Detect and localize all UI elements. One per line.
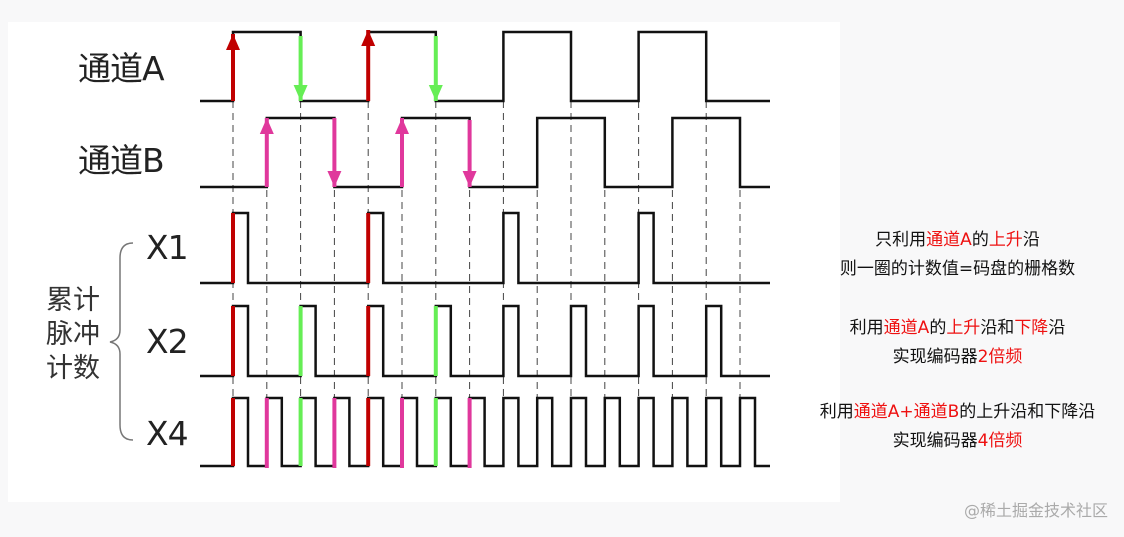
rise-arrow-b-head (395, 118, 409, 134)
fall-arrow-b-head (462, 171, 477, 187)
fall-arrow-a-head (428, 85, 443, 101)
annotation-text: 沿 (1022, 230, 1040, 250)
x2-wave (200, 304, 770, 378)
fall-arrow-a-head (293, 85, 308, 101)
watermark: @稀土掘金技术社区 (963, 501, 1108, 520)
label-channel-a: 通道A (78, 49, 165, 88)
annotation-text: 利用 (849, 318, 884, 338)
annotation-3: 利用通道A+通道B的上升沿和下降沿 实现编码器4倍频 (785, 398, 1124, 456)
x1-wave (200, 211, 770, 285)
annotation-line: 只利用通道A的上升沿 (785, 226, 1124, 255)
annotation-text: 通道A (926, 230, 972, 250)
annotation-line: 利用通道A+通道B的上升沿和下降沿 (785, 398, 1124, 427)
label-x4: X4 (146, 414, 189, 453)
label-pulse-count: 累计脉冲计数 (46, 285, 100, 384)
channel-a-wave (200, 30, 770, 103)
annotation-text: 4倍频 (977, 431, 1023, 451)
annotation-line: 实现编码器4倍频 (785, 427, 1124, 456)
annotation-text: 则一圈的计数值=码盘的栅格数 (839, 259, 1076, 279)
annotation-text: 实现编码器 (892, 431, 978, 451)
annotation-text: 上升 (946, 318, 981, 338)
annotation-text: 的 (929, 318, 947, 338)
annotation-text: 2倍频 (977, 347, 1023, 367)
annotation-text: 通道A+通道B (853, 402, 960, 422)
diagram-panel (8, 22, 840, 502)
annotation-line: 实现编码器2倍频 (785, 343, 1124, 372)
rise-arrow-a-head (226, 34, 240, 50)
annotation-text: 利用 (819, 402, 854, 422)
annotation-text: 通道A (883, 318, 930, 338)
fall-arrow-b-head (327, 171, 342, 187)
annotation-line: 利用通道A的上升沿和下降沿 (785, 314, 1124, 343)
rise-arrow-a-head (361, 30, 376, 46)
annotation-1: 只利用通道A的上升沿则一圈的计数值=码盘的栅格数 (785, 226, 1124, 284)
annotation-text: 沿和 (980, 318, 1015, 338)
label-x2: X2 (146, 322, 189, 361)
annotation-text: 上升 (988, 230, 1023, 250)
annotation-text: 沿 (1048, 318, 1066, 338)
channel-b-wave (200, 116, 770, 189)
annotation-text: 的上升沿和下降沿 (959, 402, 1096, 422)
annotation-2: 利用通道A的上升沿和下降沿 实现编码器2倍频 (785, 314, 1124, 372)
annotation-text: 下降 (1014, 318, 1049, 338)
annotation-text: 只利用 (875, 230, 927, 250)
annotation-line: 则一圈的计数值=码盘的栅格数 (785, 255, 1124, 284)
annotation-text: 的 (971, 230, 989, 250)
annotation-text: 实现编码器 (892, 347, 978, 367)
label-x1: X1 (146, 228, 189, 267)
rise-arrow-b-head (259, 118, 274, 134)
x4-wave (200, 396, 770, 468)
label-channel-b: 通道B (78, 141, 165, 180)
